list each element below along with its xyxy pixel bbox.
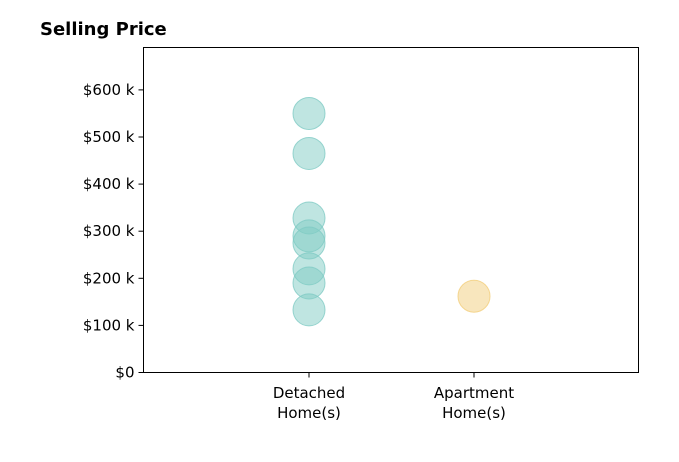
y-tick-label: $0 <box>115 364 134 382</box>
y-tick-label: $500 k <box>83 128 135 146</box>
plot-area: $0 $100 k $200 k $300 k $400 k $500 k $600 k De… <box>83 81 514 422</box>
y-tick-label: $300 k <box>83 222 135 240</box>
data-point <box>292 96 326 130</box>
y-tick-label: $600 k <box>83 81 135 99</box>
y-tick-label: $100 k <box>83 316 135 334</box>
data-point <box>457 279 491 313</box>
data-point <box>292 293 326 327</box>
x-category-label: Home(s) <box>442 404 506 422</box>
data-point <box>292 136 326 170</box>
y-tick-label: $400 k <box>83 175 135 193</box>
chart-title: Selling Price <box>40 19 167 40</box>
x-category-label: Detached <box>273 384 345 402</box>
x-category-label: Apartment <box>434 384 514 402</box>
y-tick-label: $200 k <box>83 269 135 287</box>
x-category-label: Home(s) <box>277 404 341 422</box>
plot-frame <box>143 47 639 373</box>
